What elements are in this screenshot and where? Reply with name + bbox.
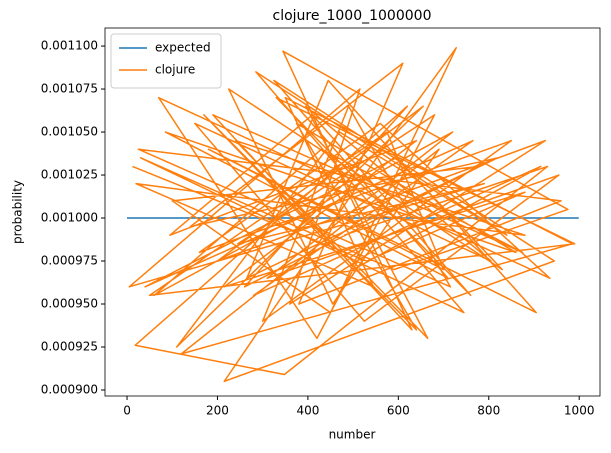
x-tick-label: 200 — [206, 404, 229, 418]
y-tick-label: 0.000950 — [41, 297, 98, 311]
y-tick-label: 0.001100 — [41, 39, 98, 53]
chart-title: clojure_1000_1000000 — [273, 8, 432, 24]
y-tick-label: 0.000925 — [41, 339, 98, 353]
y-tick-label: 0.001050 — [41, 125, 98, 139]
y-tick-label: 0.000975 — [41, 254, 98, 268]
y-tick-label: 0.001000 — [41, 211, 98, 225]
series-line — [128, 47, 576, 383]
x-tick-label: 0 — [123, 404, 131, 418]
y-tick-label: 0.000900 — [41, 382, 98, 396]
x-tick-label: 600 — [387, 404, 410, 418]
legend-label: expected — [155, 41, 211, 55]
x-tick-label: 1000 — [564, 404, 595, 418]
legend-label: clojure — [155, 63, 195, 77]
x-tick-label: 800 — [477, 404, 500, 418]
plot-frame — [104, 27, 601, 397]
y-tick-label: 0.001075 — [41, 82, 98, 96]
x-tick-label: 400 — [296, 404, 319, 418]
y-tick-label: 0.001025 — [41, 168, 98, 182]
y-axis-label: probability — [11, 180, 25, 244]
x-axis-label: number — [329, 428, 376, 442]
